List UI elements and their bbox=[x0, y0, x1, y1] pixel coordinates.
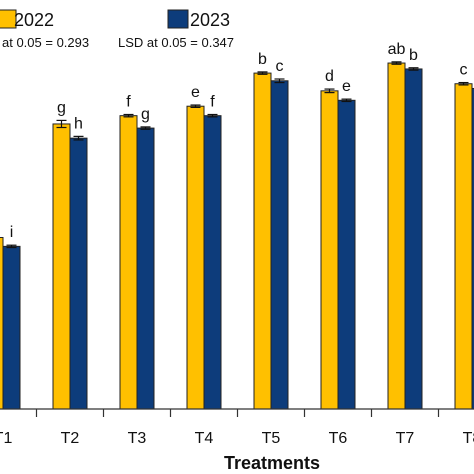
letter-label-2023-T6: e bbox=[342, 78, 351, 95]
x-tick-label-T1: T1 bbox=[0, 430, 12, 447]
letter-label-2022-T5: b bbox=[258, 51, 267, 68]
lsd-note-2022: at 0.05 = 0.293 bbox=[2, 35, 89, 50]
error-bar-2023-T3 bbox=[140, 126, 151, 130]
x-tick-label-T6: T6 bbox=[329, 430, 348, 447]
lsd-note-2023: LSD at 0.05 = 0.347 bbox=[118, 35, 234, 50]
error-bar-2023-T4 bbox=[207, 113, 218, 118]
letter-label-2022-T8: c bbox=[460, 62, 468, 79]
x-tick-label-T3: T3 bbox=[128, 430, 147, 447]
letter-label-2022-T6: d bbox=[325, 68, 334, 85]
letter-label-2022-T7: ab bbox=[388, 41, 406, 58]
x-tick-label-T4: T4 bbox=[195, 430, 214, 447]
x-tick-label-T8: T8 bbox=[463, 430, 474, 447]
letter-label-2023-T5: c bbox=[276, 58, 284, 75]
error-bar-2022-T5 bbox=[257, 71, 268, 75]
letter-label-2023-T2: h bbox=[74, 115, 83, 132]
bar-2022-T3 bbox=[119, 115, 138, 410]
letter-label-2023-T1: i bbox=[10, 224, 14, 241]
legend-label-2023: 2023 bbox=[190, 10, 230, 30]
x-tick-label-T7: T7 bbox=[396, 430, 415, 447]
bar-2023-T5 bbox=[270, 80, 289, 410]
error-bar-2022-T4 bbox=[190, 104, 201, 108]
error-bar-2023-T2 bbox=[73, 135, 84, 141]
bar-2023-T8 bbox=[471, 87, 474, 410]
bar-2023-T1 bbox=[2, 245, 21, 410]
x-ticks: T1 T2 T3 T4 T5 T6 T7 T8 bbox=[0, 409, 474, 447]
error-bar-2023-T7 bbox=[408, 67, 419, 71]
error-bar-2023-T6 bbox=[341, 98, 352, 103]
legend-swatch-2022 bbox=[0, 9, 17, 29]
bar-2022-T6 bbox=[320, 90, 339, 410]
legend-swatch-2023 bbox=[167, 9, 189, 29]
bar-2022-T5 bbox=[253, 72, 272, 410]
bar-2023-T4 bbox=[203, 115, 222, 410]
bar-2022-T4 bbox=[186, 105, 205, 410]
letter-label-2022-T4: e bbox=[191, 84, 200, 101]
error-bar-2023-T1 bbox=[6, 244, 17, 249]
error-bar-2022-T3 bbox=[123, 113, 134, 118]
legend: 2022 2023 bbox=[0, 9, 230, 30]
error-bar-2023-T5 bbox=[274, 78, 285, 84]
letter-label-2023-T3: g bbox=[141, 106, 150, 123]
bar-2022-T7 bbox=[387, 62, 406, 410]
letter-label-2022-T2: g bbox=[57, 99, 66, 116]
bar-2022-T8 bbox=[454, 83, 473, 410]
error-bar-2022-T7 bbox=[391, 61, 402, 65]
letter-label-2023-T7: b bbox=[409, 47, 418, 64]
legend-label-2022: 2022 bbox=[14, 10, 54, 30]
bar-2023-T3 bbox=[136, 127, 155, 410]
bar-2023-T2 bbox=[69, 137, 88, 410]
bar-2023-T6 bbox=[337, 99, 356, 410]
error-bar-2022-T8 bbox=[458, 81, 469, 86]
letter-label-2023-T4: f bbox=[210, 93, 215, 110]
bar-2022-T2 bbox=[52, 123, 71, 410]
letter-label-2022-T3: f bbox=[126, 93, 131, 110]
bar-2023-T7 bbox=[404, 68, 423, 410]
x-axis-title: Treatments bbox=[224, 453, 320, 473]
error-bar-2022-T6 bbox=[324, 88, 335, 94]
x-tick-label-T5: T5 bbox=[262, 430, 281, 447]
error-bar-2022-T2 bbox=[56, 119, 67, 129]
x-tick-label-T2: T2 bbox=[61, 430, 80, 447]
